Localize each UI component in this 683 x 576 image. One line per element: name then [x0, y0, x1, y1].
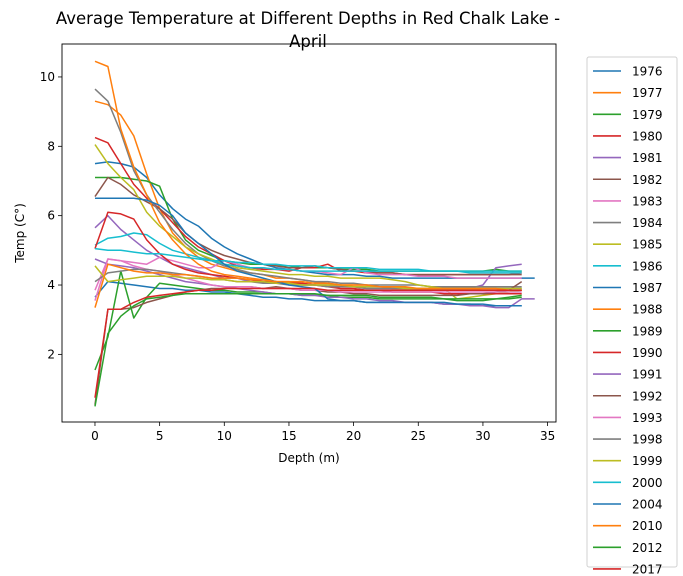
- legend-label-1992: 1992: [632, 389, 663, 403]
- x-axis-ticks: 0 5 10 15 20 25 30 35: [91, 422, 555, 443]
- legend-label-1993: 1993: [632, 411, 663, 425]
- series-line-1993: [94, 258, 522, 301]
- legend-label-1980: 1980: [632, 129, 663, 143]
- y-axis-ticks: 2 4 6 8 10: [40, 70, 62, 361]
- x-axis-label: Depth (m): [278, 451, 339, 465]
- x-tick-label: 35: [540, 429, 555, 443]
- series-line-1977: [94, 100, 522, 291]
- legend: 1976 1977 1979 1980 1981 1982 1983 1984 1985 1986…: [586, 56, 678, 576]
- x-tick-label: 5: [156, 429, 164, 443]
- series-line-1982: [94, 176, 522, 276]
- legend-label-1981: 1981: [632, 151, 663, 165]
- series-line-1999: [94, 265, 522, 290]
- legend-label-2000: 2000: [632, 476, 663, 490]
- series-line-1984: [94, 88, 522, 288]
- x-tick-label: 20: [346, 429, 361, 443]
- chart-title-line-2: April: [289, 32, 327, 51]
- legend-label-2010: 2010: [632, 519, 663, 533]
- legend-label-1999: 1999: [632, 454, 663, 468]
- legend-label-1988: 1988: [632, 303, 663, 317]
- legend-label-2004: 2004: [632, 498, 663, 512]
- series-line-2010: [94, 263, 522, 308]
- legend-label-2012: 2012: [632, 541, 663, 555]
- legend-label-2017: 2017: [632, 562, 663, 576]
- x-tick-label: 25: [411, 429, 426, 443]
- y-axis-label: Temp (C°): [13, 203, 27, 264]
- legend-label-1986: 1986: [632, 259, 663, 273]
- legend-label-1976: 1976: [632, 65, 663, 79]
- legend-label-1977: 1977: [632, 86, 663, 100]
- y-tick-label: 2: [47, 347, 55, 361]
- legend-label-1989: 1989: [632, 324, 663, 338]
- y-tick-label: 10: [40, 70, 55, 84]
- legend-label-1987: 1987: [632, 281, 663, 295]
- legend-label-1985: 1985: [632, 238, 663, 252]
- chart-title-line-1: Average Temperature at Different Depths …: [56, 9, 560, 28]
- x-tick-label: 30: [475, 429, 490, 443]
- x-tick-label: 15: [281, 429, 296, 443]
- y-tick-label: 6: [47, 209, 55, 223]
- y-tick-label: 4: [47, 278, 55, 292]
- legend-label-1979: 1979: [632, 108, 663, 122]
- plot-frame: [61, 43, 557, 423]
- series-line-1990: [94, 211, 522, 295]
- series-line-2004: [95, 197, 522, 307]
- legend-label-1982: 1982: [632, 173, 663, 187]
- x-tick-label: 0: [91, 429, 99, 443]
- legend-label-1991: 1991: [632, 368, 663, 382]
- series-line-1988: [94, 60, 522, 291]
- legend-label-1990: 1990: [632, 346, 663, 360]
- series-line-2000: [94, 247, 522, 272]
- series-line-2017: [94, 287, 522, 398]
- legend-label-1984: 1984: [632, 216, 663, 230]
- series-layer: [94, 60, 535, 407]
- series-line-1989: [94, 270, 522, 371]
- series-line-1976: [94, 161, 535, 279]
- series-line-2012: [94, 292, 522, 407]
- legend-label-1983: 1983: [632, 194, 663, 208]
- x-tick-label: 10: [217, 429, 232, 443]
- legend-label-1998: 1998: [632, 433, 663, 447]
- y-tick-label: 8: [47, 139, 55, 153]
